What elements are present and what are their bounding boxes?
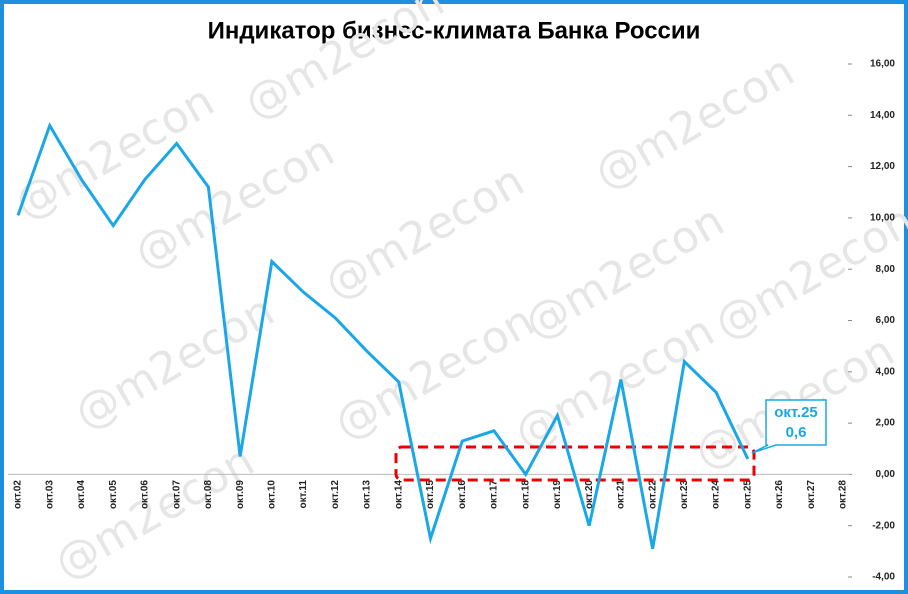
y-tick-label: -2,00 — [872, 520, 895, 531]
x-tick-label: окт.02 — [13, 480, 24, 509]
x-tick-label: окт.22 — [647, 480, 658, 509]
y-tick-label: 2,00 — [876, 418, 896, 429]
y-tick-label: 12,00 — [870, 161, 895, 172]
callout-category: окт.25 — [774, 404, 818, 421]
x-tick-label: окт.10 — [266, 480, 277, 509]
y-tick-label: 4,00 — [876, 366, 896, 377]
x-tick-label: окт.28 — [838, 480, 849, 509]
x-tick-label: окт.06 — [140, 480, 151, 509]
x-tick-label: окт.24 — [711, 480, 722, 509]
x-tick-label: окт.18 — [520, 480, 531, 509]
y-tick-label: 10,00 — [870, 213, 895, 224]
y-tick-label: -4,00 — [872, 572, 895, 583]
y-tick-label: 8,00 — [876, 264, 896, 275]
x-tick-label: окт.15 — [425, 480, 436, 509]
x-tick-label: окт.20 — [584, 480, 595, 509]
x-tick-label: окт.16 — [457, 480, 468, 509]
line — [16, 122, 750, 550]
x-tick-label: окт.17 — [489, 480, 500, 509]
y-tick-label: 0,00 — [876, 469, 896, 480]
x-tick-label: окт.19 — [552, 480, 563, 509]
x-tick-label: окт.08 — [203, 480, 214, 509]
x-tick-label: окт.26 — [774, 480, 785, 509]
callout — [751, 399, 827, 454]
x-tick-label: окт.09 — [235, 480, 246, 509]
y-tick-label: 16,00 — [870, 59, 895, 70]
y-tick-label: 6,00 — [876, 315, 896, 326]
x-tick-label: окт.04 — [76, 480, 87, 509]
x-tick-label: окт.03 — [44, 480, 55, 509]
x-tick-label: окт.21 — [616, 480, 627, 509]
x-tick-label: окт.23 — [679, 480, 690, 509]
value-label: 0,6 — [786, 424, 807, 441]
x-tick-label: окт.12 — [330, 480, 341, 509]
y-tick-label: 14,00 — [870, 110, 895, 121]
x-tick-label: окт.13 — [362, 480, 373, 509]
chart-title: Индикатор бизнес-климата Банка России — [208, 17, 701, 44]
x-tick-label: окт.25 — [742, 480, 753, 509]
x-tick-label: окт.11 — [298, 480, 309, 509]
x-tick-label: окт.14 — [393, 480, 404, 509]
x-tick-label: окт.05 — [108, 480, 119, 509]
x-tick-label: окт.07 — [171, 480, 182, 509]
x-tick-label: окт.27 — [806, 480, 817, 509]
